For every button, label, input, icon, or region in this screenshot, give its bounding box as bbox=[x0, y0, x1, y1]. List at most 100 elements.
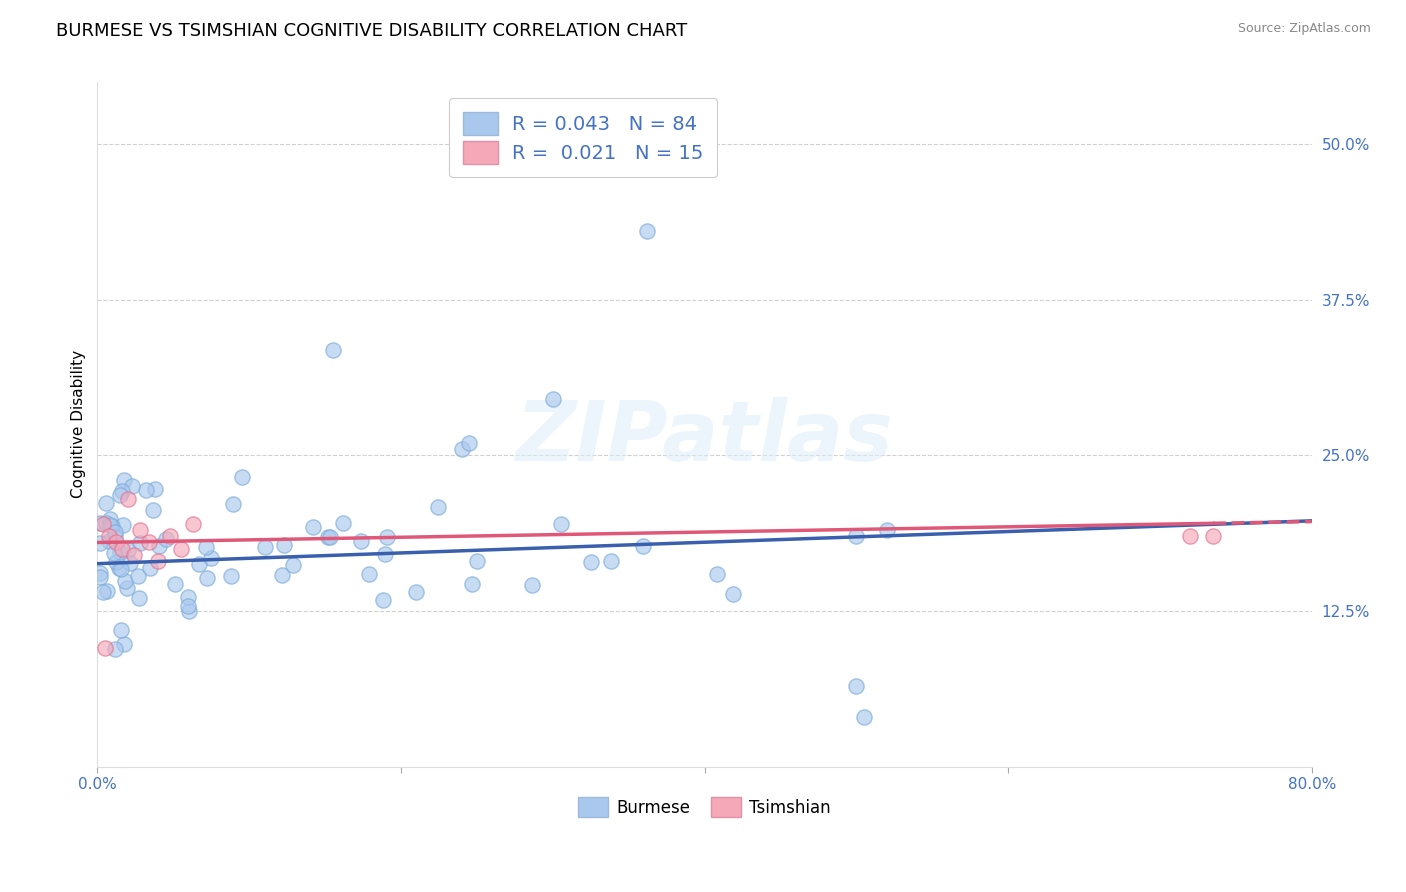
Point bbox=[110, 562, 132, 576]
Point bbox=[139, 561, 162, 575]
Point bbox=[128, 591, 150, 606]
Point bbox=[146, 554, 169, 568]
Point bbox=[631, 539, 654, 553]
Point bbox=[110, 488, 132, 502]
Point bbox=[181, 516, 204, 531]
Point bbox=[195, 540, 218, 554]
Point bbox=[108, 545, 131, 559]
Point bbox=[110, 623, 132, 637]
Point bbox=[222, 497, 245, 511]
Point bbox=[359, 567, 381, 582]
Point bbox=[129, 535, 152, 549]
Point bbox=[721, 587, 744, 601]
Y-axis label: Cognitive Disability: Cognitive Disability bbox=[72, 351, 86, 499]
Point bbox=[465, 553, 488, 567]
Point bbox=[371, 593, 394, 607]
Point bbox=[104, 524, 127, 539]
Point bbox=[159, 529, 181, 543]
Point bbox=[177, 604, 200, 618]
Point bbox=[550, 516, 572, 531]
Point bbox=[89, 536, 111, 550]
Point bbox=[405, 584, 427, 599]
Point bbox=[852, 710, 875, 724]
Point bbox=[112, 473, 135, 487]
Text: ZIPatlas: ZIPatlas bbox=[516, 398, 893, 478]
Point bbox=[197, 571, 219, 585]
Point bbox=[122, 548, 145, 562]
Point bbox=[108, 560, 131, 574]
Point bbox=[200, 551, 222, 566]
Point bbox=[231, 470, 253, 484]
Point bbox=[117, 543, 139, 558]
Point bbox=[121, 479, 143, 493]
Point bbox=[104, 642, 127, 657]
Point bbox=[316, 530, 339, 544]
Point bbox=[98, 533, 121, 548]
Point bbox=[219, 569, 242, 583]
Point bbox=[177, 590, 200, 604]
Point bbox=[118, 556, 141, 570]
Point bbox=[104, 535, 127, 549]
Point bbox=[142, 503, 165, 517]
Point bbox=[94, 641, 117, 656]
Point bbox=[112, 637, 135, 651]
Point bbox=[322, 343, 344, 357]
Point bbox=[135, 483, 157, 497]
Point bbox=[98, 511, 121, 525]
Text: Source: ZipAtlas.com: Source: ZipAtlas.com bbox=[1237, 22, 1371, 36]
Point bbox=[599, 554, 621, 568]
Point bbox=[281, 558, 304, 572]
Point bbox=[374, 547, 396, 561]
Point bbox=[461, 577, 484, 591]
Point bbox=[127, 569, 149, 583]
Point bbox=[111, 541, 134, 556]
Point bbox=[845, 529, 868, 543]
Point bbox=[1180, 529, 1202, 543]
Legend: Burmese, Tsimshian: Burmese, Tsimshian bbox=[572, 790, 838, 823]
Point bbox=[302, 519, 325, 533]
Point bbox=[98, 518, 121, 533]
Point bbox=[94, 516, 117, 531]
Point bbox=[520, 578, 543, 592]
Point bbox=[104, 555, 127, 569]
Point bbox=[100, 519, 122, 533]
Point bbox=[117, 491, 139, 506]
Point bbox=[96, 496, 118, 510]
Point bbox=[111, 484, 134, 499]
Point bbox=[128, 523, 150, 537]
Point bbox=[98, 529, 121, 543]
Point bbox=[165, 577, 187, 591]
Point bbox=[187, 557, 209, 571]
Point bbox=[111, 518, 134, 533]
Point bbox=[104, 528, 127, 542]
Point bbox=[103, 546, 125, 560]
Point bbox=[176, 599, 198, 613]
Point bbox=[450, 442, 472, 457]
Point bbox=[115, 581, 138, 595]
Point bbox=[93, 516, 115, 531]
Point bbox=[89, 566, 111, 580]
Point bbox=[89, 570, 111, 584]
Point bbox=[541, 392, 564, 407]
Point bbox=[706, 567, 728, 582]
Point bbox=[96, 583, 118, 598]
Point bbox=[319, 530, 342, 544]
Point bbox=[332, 516, 354, 530]
Point bbox=[458, 436, 481, 450]
Point bbox=[579, 555, 602, 569]
Point bbox=[138, 535, 160, 549]
Point bbox=[89, 516, 111, 530]
Point bbox=[270, 567, 292, 582]
Point bbox=[254, 541, 277, 555]
Point bbox=[170, 541, 193, 556]
Text: BURMESE VS TSIMSHIAN COGNITIVE DISABILITY CORRELATION CHART: BURMESE VS TSIMSHIAN COGNITIVE DISABILIT… bbox=[56, 22, 688, 40]
Point bbox=[375, 530, 398, 544]
Point bbox=[273, 538, 295, 552]
Point bbox=[636, 224, 658, 238]
Point bbox=[155, 533, 177, 547]
Point bbox=[350, 533, 373, 548]
Point bbox=[845, 679, 868, 693]
Point bbox=[114, 574, 136, 588]
Point bbox=[876, 523, 898, 537]
Point bbox=[427, 500, 450, 515]
